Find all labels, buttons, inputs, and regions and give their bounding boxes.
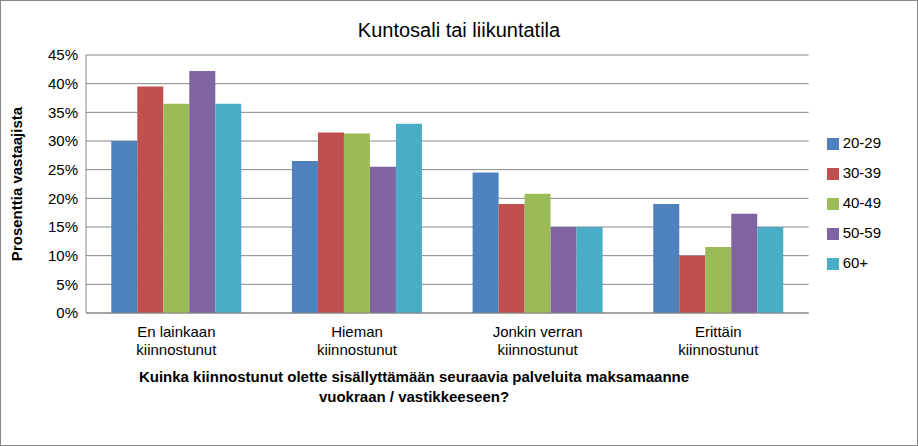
svg-text:En lainkaankiinnostunut: En lainkaankiinnostunut [136, 323, 217, 358]
html-text:20-29: 20-29 [842, 134, 881, 151]
svg-text:5%: 5% [56, 276, 78, 293]
svg-text:Prosenttia vastaajista: Prosenttia vastaajista [8, 106, 25, 261]
svg-text:45%: 45% [48, 46, 78, 63]
svg-text:30%: 30% [48, 132, 78, 149]
html-text:Kuinka kiinnostunut olette sis: Kuinka kiinnostunut olette sisällyttämää… [138, 368, 690, 405]
svg-text:Erittäinkiinnostunut: Erittäinkiinnostunut [678, 323, 759, 358]
svg-text:15%: 15% [48, 218, 78, 235]
html-text:Kuntosali tai liikuntatila: Kuntosali tai liikuntatila [357, 19, 561, 41]
svg-text:Hiemankiinnostunut: Hiemankiinnostunut [317, 323, 398, 358]
html-text:30-39: 30-39 [842, 164, 881, 181]
svg-text:10%: 10% [48, 247, 78, 264]
html-text:50-59: 50-59 [842, 224, 881, 241]
svg-text:35%: 35% [48, 104, 78, 121]
html-text:60+: 60+ [842, 254, 869, 271]
svg-text:25%: 25% [48, 161, 78, 178]
svg-text:0%: 0% [56, 304, 78, 321]
svg-text:40%: 40% [48, 75, 78, 92]
html-text:40-49: 40-49 [842, 194, 881, 211]
svg-text:Jonkin verrankiinnostunut: Jonkin verrankiinnostunut [493, 323, 583, 358]
svg-text:20%: 20% [48, 190, 78, 207]
